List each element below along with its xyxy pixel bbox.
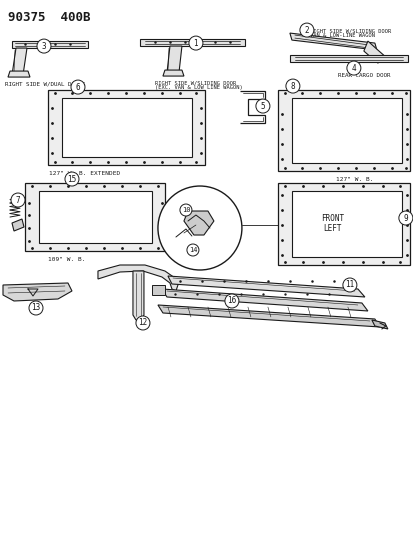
Circle shape [180, 204, 192, 216]
Text: 16: 16 [227, 296, 236, 305]
Circle shape [299, 23, 313, 37]
Circle shape [398, 211, 412, 225]
Polygon shape [98, 265, 178, 291]
Polygon shape [158, 305, 379, 327]
Polygon shape [8, 71, 30, 77]
Text: 6: 6 [76, 83, 80, 92]
Text: LEFT: LEFT [323, 223, 341, 232]
Text: RIGHT SIDE W/SLIDING DOOR: RIGHT SIDE W/SLIDING DOOR [154, 80, 236, 85]
Circle shape [255, 99, 269, 113]
Text: 1: 1 [193, 38, 198, 47]
Polygon shape [168, 276, 364, 297]
Polygon shape [289, 55, 407, 62]
Text: FRONT: FRONT [320, 214, 344, 222]
Text: 13: 13 [31, 303, 40, 312]
Text: 14: 14 [188, 247, 197, 253]
Circle shape [11, 193, 25, 207]
Text: 127" W. B. EXTENDED: 127" W. B. EXTENDED [49, 171, 120, 176]
Polygon shape [163, 70, 183, 76]
Text: 10: 10 [181, 207, 190, 213]
Text: 90375  400B: 90375 400B [8, 11, 90, 24]
Polygon shape [12, 219, 24, 231]
Circle shape [29, 301, 43, 315]
Text: 15: 15 [67, 174, 76, 183]
Polygon shape [3, 283, 72, 301]
Polygon shape [12, 48, 27, 75]
Polygon shape [277, 183, 409, 265]
Circle shape [158, 186, 241, 270]
Text: 3: 3 [42, 42, 46, 51]
Polygon shape [289, 33, 376, 50]
Text: 2: 2 [304, 26, 309, 35]
Polygon shape [12, 41, 88, 48]
Polygon shape [363, 41, 385, 63]
Circle shape [285, 79, 299, 93]
Polygon shape [25, 183, 164, 251]
Circle shape [187, 244, 199, 256]
Text: 127" W. B.: 127" W. B. [335, 177, 373, 182]
Polygon shape [161, 289, 367, 311]
Polygon shape [39, 191, 152, 243]
Polygon shape [291, 191, 401, 257]
Polygon shape [152, 285, 164, 295]
Circle shape [37, 39, 51, 53]
Text: 8: 8 [290, 82, 294, 91]
Text: 11: 11 [344, 280, 354, 289]
Text: 7: 7 [16, 196, 20, 205]
Circle shape [65, 172, 79, 186]
Circle shape [71, 80, 85, 94]
Circle shape [346, 61, 360, 75]
Text: 9: 9 [403, 214, 407, 222]
Polygon shape [166, 46, 181, 73]
Polygon shape [48, 90, 204, 165]
Circle shape [342, 278, 356, 292]
Polygon shape [140, 39, 244, 46]
Polygon shape [62, 98, 192, 157]
Text: REAR CARGO DOOR: REAR CARGO DOOR [337, 73, 389, 78]
Polygon shape [291, 98, 401, 163]
Polygon shape [371, 320, 387, 329]
Text: RIGHT SIDE W/DUAL DOORS: RIGHT SIDE W/DUAL DOORS [5, 81, 85, 86]
Circle shape [135, 316, 150, 330]
Polygon shape [133, 271, 144, 320]
Text: (EXC. VAN & LOW LINE WAGON): (EXC. VAN & LOW LINE WAGON) [154, 85, 242, 90]
Text: 12: 12 [138, 319, 147, 327]
Polygon shape [183, 211, 214, 235]
Text: RIGHT SIDE W/SLIDING DOOR: RIGHT SIDE W/SLIDING DOOR [309, 28, 390, 33]
Text: 4: 4 [351, 63, 355, 72]
Circle shape [224, 294, 238, 308]
Text: 5: 5 [260, 102, 265, 110]
Text: 109" W. B.: 109" W. B. [48, 257, 85, 262]
Polygon shape [277, 90, 409, 171]
Text: VAN & LOW-LINE WAGON: VAN & LOW-LINE WAGON [309, 33, 374, 38]
Circle shape [188, 36, 202, 50]
